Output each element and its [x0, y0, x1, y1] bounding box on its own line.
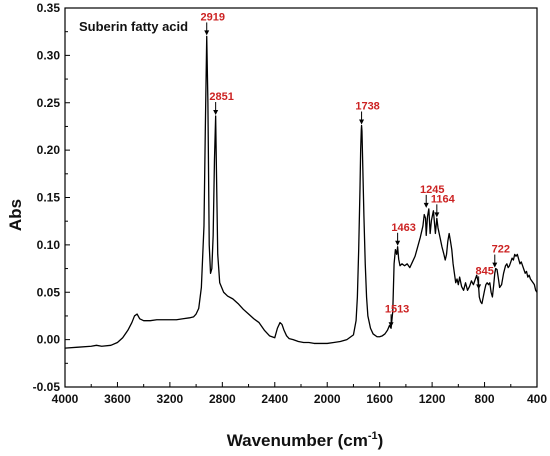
- peak-arrowhead: [204, 30, 210, 36]
- spectrum-line: [64, 35, 538, 349]
- x-tick-label: 4000: [52, 392, 79, 406]
- axis-ticks: [64, 7, 538, 388]
- peak-label: 722: [492, 244, 510, 256]
- y-tick-label: 0.30: [37, 48, 61, 62]
- peak-label: 1513: [385, 303, 409, 315]
- peak-label: 1245: [420, 184, 444, 196]
- y-tick-label: -0.05: [33, 380, 61, 394]
- x-tick-label: 3200: [157, 392, 184, 406]
- x-tick-label: 1600: [366, 392, 393, 406]
- series-layer: [64, 35, 538, 349]
- plot-frame: [64, 7, 538, 388]
- y-tick-label: 0.25: [37, 96, 61, 110]
- axis-tick-labels: 4000 3600 3200 2800 2400 2000 1600 1200 800 400 -0…: [33, 1, 548, 406]
- peak-arrowhead: [388, 322, 394, 328]
- peak-annotation: 845: [475, 265, 494, 290]
- x-tick-label: 2000: [314, 392, 341, 406]
- x-tick-label: 2800: [209, 392, 236, 406]
- peak-annotation: 1164: [431, 193, 456, 218]
- x-tick-label: 400: [527, 392, 547, 406]
- peak-arrowhead: [476, 284, 482, 290]
- peak-annotation: 1245: [420, 184, 444, 208]
- y-axis-title: Abs: [6, 199, 25, 231]
- peak-label: 2919: [200, 11, 224, 23]
- x-tick-label: 3600: [104, 392, 131, 406]
- peak-annotation: 1513: [385, 303, 409, 328]
- chart-title: Suberin fatty acid: [79, 19, 188, 34]
- peak-arrowhead: [434, 212, 440, 218]
- x-tick-label: 800: [475, 392, 495, 406]
- peak-arrowhead: [359, 119, 365, 125]
- peak-arrowhead: [492, 262, 498, 268]
- peak-arrowhead: [213, 110, 219, 116]
- peak-annotation: 2851: [209, 91, 234, 116]
- peak-annotation: 1463: [391, 222, 416, 246]
- x-axis-title-sup: -1: [368, 430, 378, 442]
- x-axis-title-close: ): [378, 431, 384, 450]
- x-axis-title: Wavenumber (cm-1): [227, 430, 384, 450]
- peak-arrowhead: [423, 202, 429, 208]
- x-axis-title-main: Wavenumber (cm: [227, 431, 368, 450]
- peak-annotation: 2919: [200, 11, 225, 36]
- peak-annotation: 722: [492, 244, 510, 268]
- peak-label: 1463: [391, 222, 415, 234]
- peak-annotation: 1738: [355, 100, 380, 125]
- plot-border: [64, 7, 538, 388]
- peak-arrowhead: [395, 240, 401, 246]
- peak-label: 2851: [209, 91, 233, 103]
- y-tick-label: 0.05: [37, 285, 61, 299]
- peak-label: 1164: [431, 193, 456, 205]
- x-tick-label: 2400: [261, 392, 288, 406]
- y-tick-label: 0.10: [37, 238, 61, 252]
- y-tick-label: 0.35: [37, 1, 61, 15]
- peak-label: 1738: [355, 100, 379, 112]
- peak-label: 845: [475, 265, 493, 277]
- y-tick-label: 0.20: [37, 143, 61, 157]
- y-tick-label: 0.00: [37, 333, 61, 347]
- y-tick-label: 0.15: [37, 191, 61, 205]
- x-tick-label: 1200: [419, 392, 446, 406]
